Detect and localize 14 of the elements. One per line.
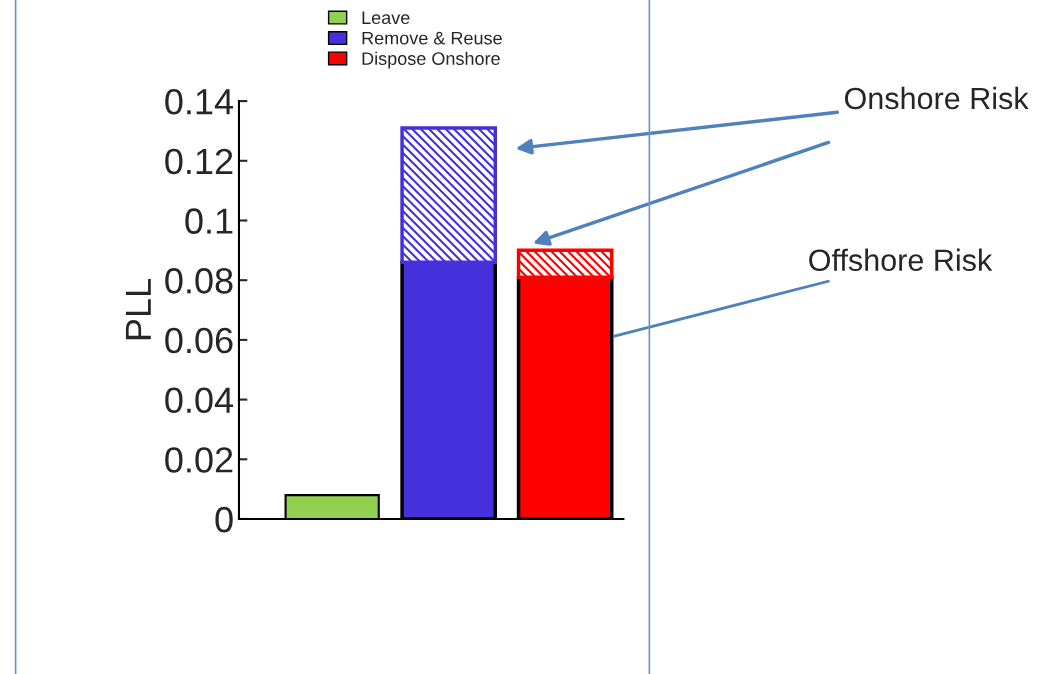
y-tick-label: 0.02 — [165, 447, 233, 473]
legend-label: Dispose Onshore — [362, 51, 500, 69]
legend-label: Remove & Reuse — [362, 31, 502, 45]
y-tick-label: 0.04 — [165, 387, 234, 414]
text: Onshore Risk — [844, 86, 1029, 110]
legend-label: Leave — [362, 11, 410, 25]
y-tick-label: 0.08 — [165, 268, 233, 294]
y-tick-label: 0 — [215, 506, 233, 533]
text: Offshore Risk — [809, 248, 993, 272]
y-tick-label: 0.1 — [185, 208, 233, 234]
y-tick-label: 0.12 — [165, 148, 233, 175]
y-tick-label: 0.14 — [165, 88, 234, 115]
y-tick-label: 0.06 — [165, 327, 233, 354]
y-axis-title: PLL — [125, 279, 151, 340]
